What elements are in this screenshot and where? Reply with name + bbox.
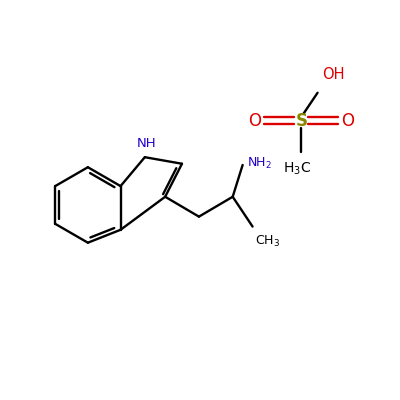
Text: NH$_2$: NH$_2$: [247, 156, 272, 170]
Text: OH: OH: [322, 67, 345, 82]
Text: CH$_3$: CH$_3$: [254, 234, 280, 249]
Text: NH: NH: [137, 137, 157, 150]
Text: S: S: [295, 112, 307, 130]
Text: H$_3$C: H$_3$C: [283, 160, 311, 177]
Text: O: O: [341, 112, 354, 130]
Text: O: O: [248, 112, 261, 130]
